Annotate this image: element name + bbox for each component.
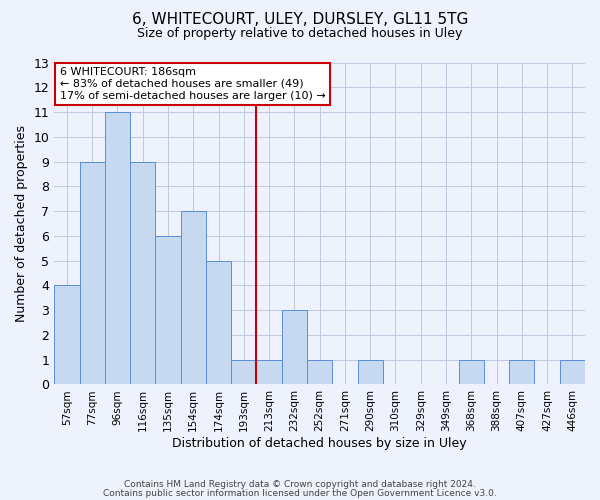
Bar	[130, 162, 155, 384]
Bar	[509, 360, 535, 384]
Text: 6 WHITECOURT: 186sqm
← 83% of detached houses are smaller (49)
17% of semi-detac: 6 WHITECOURT: 186sqm ← 83% of detached h…	[59, 68, 325, 100]
Text: 6, WHITECOURT, ULEY, DURSLEY, GL11 5TG: 6, WHITECOURT, ULEY, DURSLEY, GL11 5TG	[132, 12, 468, 28]
Text: Contains HM Land Registry data © Crown copyright and database right 2024.: Contains HM Land Registry data © Crown c…	[124, 480, 476, 489]
Bar	[307, 360, 332, 384]
Bar	[105, 112, 130, 384]
Text: Contains public sector information licensed under the Open Government Licence v3: Contains public sector information licen…	[103, 488, 497, 498]
Bar	[155, 236, 181, 384]
Y-axis label: Number of detached properties: Number of detached properties	[15, 125, 28, 322]
X-axis label: Distribution of detached houses by size in Uley: Distribution of detached houses by size …	[172, 437, 467, 450]
Bar	[206, 260, 231, 384]
Bar	[282, 310, 307, 384]
Bar	[358, 360, 383, 384]
Bar	[80, 162, 105, 384]
Text: Size of property relative to detached houses in Uley: Size of property relative to detached ho…	[137, 28, 463, 40]
Bar	[560, 360, 585, 384]
Bar	[181, 211, 206, 384]
Bar	[458, 360, 484, 384]
Bar	[54, 286, 80, 384]
Bar	[256, 360, 282, 384]
Bar	[231, 360, 256, 384]
